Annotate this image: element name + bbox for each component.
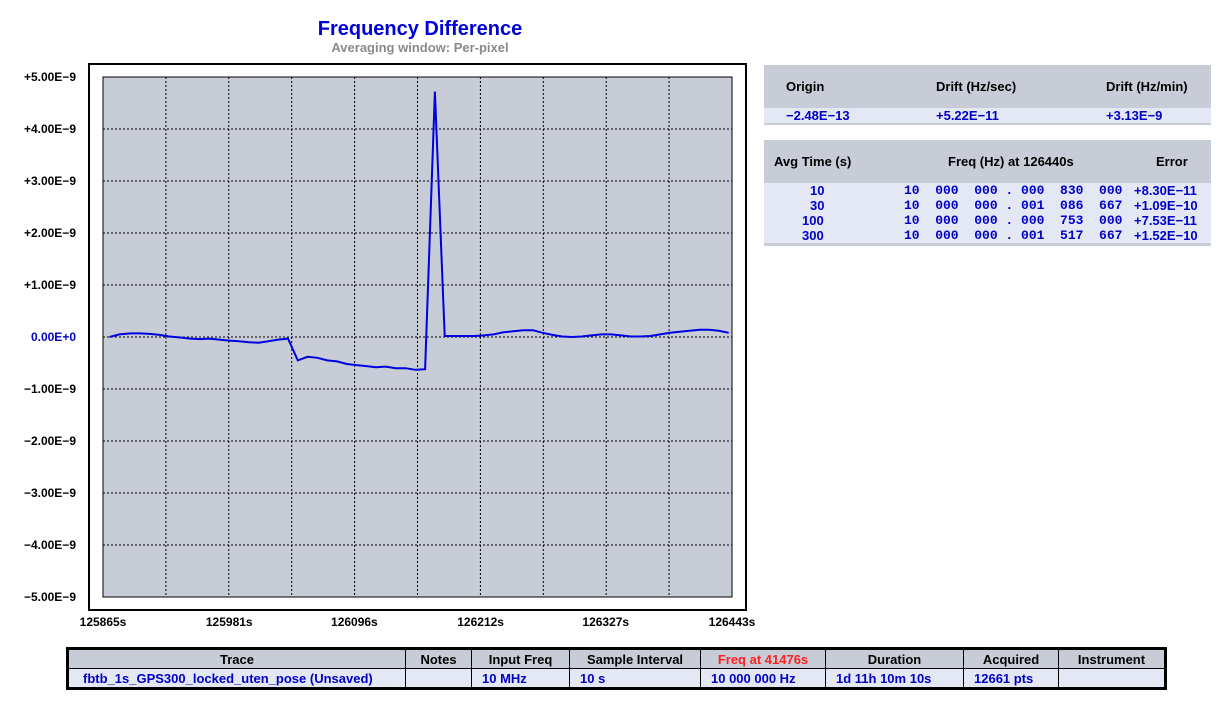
y-tick-label: 0.00E+0 <box>31 330 76 344</box>
trace-table-header: Trace Notes Input Freq Sample Interval F… <box>68 649 1165 669</box>
y-tick-label: +4.00E−9 <box>24 122 76 136</box>
duration-header: Duration <box>825 649 964 669</box>
y-tick-label: +5.00E−9 <box>24 70 76 84</box>
y-tick-label: −4.00E−9 <box>24 538 76 552</box>
trace-header: Trace <box>68 649 406 669</box>
chart-title: Frequency Difference <box>317 18 523 40</box>
x-tick-label: 126096s <box>331 615 378 629</box>
freq-header: Freq (Hz) at 126440s <box>948 154 1074 169</box>
y-tick-label: −3.00E−9 <box>24 486 76 500</box>
y-axis-ticks: +5.00E−9 +4.00E−9 +3.00E−9 +2.00E−9 +1.00E−9… <box>24 70 76 604</box>
x-tick-label: 126212s <box>457 615 504 629</box>
acquired-cell: 12661 pts <box>963 668 1059 688</box>
avg-row: 30 10 000 000 . 001 086 667 +1.09E−10 <box>764 198 1211 213</box>
error-value: +1.09E−10 <box>1134 198 1198 213</box>
series-group <box>109 91 729 371</box>
y-tick-label: +1.00E−9 <box>24 278 76 292</box>
freq-value: 10 000 000 . 000 753 000 <box>904 213 1123 228</box>
error-value: +1.52E−10 <box>1134 228 1198 243</box>
grid <box>103 77 732 597</box>
sample-interval-cell: 10 s <box>569 668 701 688</box>
avg-row: 100 10 000 000 . 000 753 000 +7.53E−11 <box>764 213 1211 228</box>
x-tick-label: 125865s <box>80 615 127 629</box>
error-value: +8.30E−11 <box>1134 183 1197 198</box>
notes-header: Notes <box>405 649 472 669</box>
avg-time-value: 30 <box>810 198 825 213</box>
freq-value: 10 000 000 . 001 517 667 <box>904 228 1123 243</box>
error-value: +7.53E−11 <box>1134 213 1197 228</box>
frequency-difference-line <box>109 91 729 371</box>
avg-time-value: 300 <box>802 228 824 243</box>
origin-header: Origin <box>786 79 825 94</box>
trace-row[interactable]: fbtb_1s_GPS300_locked_uten_pose (Unsaved… <box>68 668 1165 688</box>
y-tick-label: −2.00E−9 <box>24 434 76 448</box>
origin-value: −2.48E−13 <box>786 108 850 123</box>
instrument-cell[interactable] <box>1058 668 1165 688</box>
avg-time-value: 10 <box>810 183 825 198</box>
y-tick-label: +3.00E−9 <box>24 174 76 188</box>
frequency-difference-chart: +5.00E−9 +4.00E−9 +3.00E−9 +2.00E−9 +1.00E−9… <box>24 63 756 629</box>
y-tick-label: −1.00E−9 <box>24 382 76 396</box>
freq-value: 10 000 000 . 000 830 000 <box>904 183 1123 198</box>
x-tick-label: 126327s <box>582 615 629 629</box>
drift-panel: Origin Drift (Hz/sec) Drift (Hz/min) −2.… <box>764 65 1211 125</box>
avg-time-panel: Avg Time (s) Freq (Hz) at 126440s Error … <box>764 140 1211 246</box>
y-tick-label: −5.00E−9 <box>24 590 76 604</box>
y-tick-label: +2.00E−9 <box>24 226 76 240</box>
freq-at-header: Freq at 41476s <box>700 649 826 669</box>
input-freq-header: Input Freq <box>471 649 570 669</box>
notes-cell[interactable] <box>405 668 472 688</box>
avg-time-header: Avg Time (s) <box>774 154 852 169</box>
input-freq-cell: 10 MHz <box>471 668 570 688</box>
drift-values-row: −2.48E−13 +5.22E−11 +3.13E−9 <box>764 108 1211 123</box>
drift-sec-header: Drift (Hz/sec) <box>936 79 1017 94</box>
instrument-header: Instrument <box>1058 649 1165 669</box>
avg-time-value: 100 <box>802 213 824 228</box>
freq-at-cell: 10 000 000 Hz <box>700 668 826 688</box>
sample-interval-header: Sample Interval <box>569 649 701 669</box>
trace-table: Trace Notes Input Freq Sample Interval F… <box>66 647 1167 690</box>
drift-sec-value: +5.22E−11 <box>936 108 999 123</box>
acquired-header: Acquired <box>963 649 1059 669</box>
x-tick-label: 125981s <box>206 615 253 629</box>
x-tick-label: 126443s <box>709 615 756 629</box>
avg-row: 300 10 000 000 . 001 517 667 +1.52E−10 <box>764 228 1211 243</box>
chart-subtitle: Averaging window: Per-pixel <box>331 40 509 55</box>
avg-row: 10 10 000 000 . 000 830 000 +8.30E−11 <box>764 183 1211 198</box>
error-header: Error <box>1156 154 1188 169</box>
trace-name-cell[interactable]: fbtb_1s_GPS300_locked_uten_pose (Unsaved… <box>68 668 406 688</box>
freq-value: 10 000 000 . 001 086 667 <box>904 198 1123 213</box>
drift-min-value: +3.13E−9 <box>1106 108 1163 123</box>
duration-cell: 1d 11h 10m 10s <box>825 668 964 688</box>
x-axis-ticks: 125865s 125981s 126096s 126212s 126327s 12644… <box>80 615 756 629</box>
drift-min-header: Drift (Hz/min) <box>1106 79 1188 94</box>
